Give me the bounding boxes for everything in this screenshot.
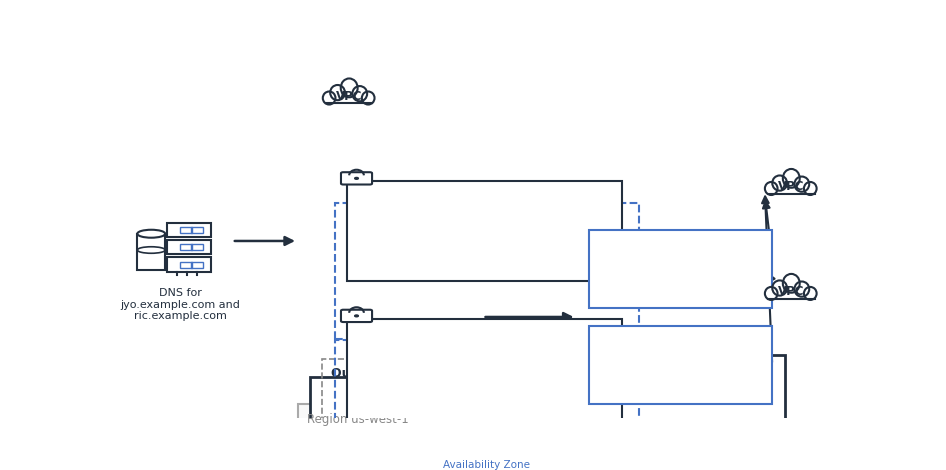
- Ellipse shape: [323, 92, 336, 104]
- Bar: [310, 376, 670, 470]
- Text: IP address: IP address: [454, 371, 515, 384]
- Bar: [298, 404, 683, 470]
- Ellipse shape: [783, 169, 799, 188]
- Bar: [191, 262, 203, 268]
- Text: jyo.example.com: jyo.example.com: [630, 367, 731, 379]
- Ellipse shape: [137, 230, 166, 238]
- Bar: [167, 240, 211, 254]
- Ellipse shape: [765, 287, 778, 300]
- Circle shape: [355, 315, 359, 317]
- Ellipse shape: [804, 182, 816, 195]
- Bar: [576, 355, 785, 470]
- Text: Forwarding rule: Forwarding rule: [624, 349, 736, 362]
- Text: Forwarding rule: Forwarding rule: [624, 253, 736, 266]
- Text: VPC: VPC: [336, 90, 362, 103]
- Text: Availability Zone: Availability Zone: [443, 460, 530, 470]
- Bar: [191, 227, 203, 233]
- Bar: [347, 181, 622, 281]
- Bar: [335, 203, 639, 339]
- Text: IP address: IP address: [454, 232, 515, 245]
- Ellipse shape: [352, 86, 367, 101]
- Circle shape: [355, 178, 359, 179]
- Bar: [137, 234, 166, 270]
- Text: VPC subnet: VPC subnet: [450, 355, 518, 368]
- Bar: [768, 291, 815, 299]
- FancyBboxPatch shape: [341, 310, 372, 322]
- Text: DNS for
jyo.example.com and
ric.example.com: DNS for jyo.example.com and ric.example.…: [121, 288, 240, 321]
- Ellipse shape: [330, 85, 345, 100]
- Text: Availability Zone: Availability Zone: [443, 322, 530, 332]
- Ellipse shape: [765, 182, 778, 195]
- Bar: [335, 340, 639, 470]
- Text: ric.example.com: ric.example.com: [632, 270, 729, 283]
- Ellipse shape: [772, 281, 787, 296]
- Ellipse shape: [772, 175, 787, 191]
- Ellipse shape: [362, 92, 375, 104]
- Text: VPC subnet: VPC subnet: [450, 215, 518, 228]
- Bar: [167, 257, 211, 272]
- Bar: [347, 319, 622, 422]
- Text: VPC: VPC: [778, 180, 804, 193]
- Text: VPC: VPC: [778, 285, 804, 298]
- Bar: [322, 359, 656, 470]
- Bar: [589, 326, 772, 404]
- Bar: [768, 186, 815, 194]
- Bar: [180, 244, 192, 251]
- Bar: [326, 95, 373, 103]
- Text: Region us-west-1: Region us-west-1: [307, 413, 409, 426]
- Ellipse shape: [341, 78, 358, 97]
- Text: Outbound endpoint: Outbound endpoint: [331, 367, 467, 380]
- Bar: [167, 222, 211, 237]
- Ellipse shape: [783, 274, 799, 293]
- Bar: [180, 227, 192, 233]
- FancyBboxPatch shape: [341, 172, 372, 185]
- Ellipse shape: [795, 177, 809, 192]
- Bar: [180, 262, 192, 268]
- Ellipse shape: [795, 282, 809, 297]
- Text: Resolver: Resolver: [586, 364, 654, 378]
- Ellipse shape: [804, 287, 816, 300]
- Bar: [191, 244, 203, 251]
- Bar: [589, 230, 772, 308]
